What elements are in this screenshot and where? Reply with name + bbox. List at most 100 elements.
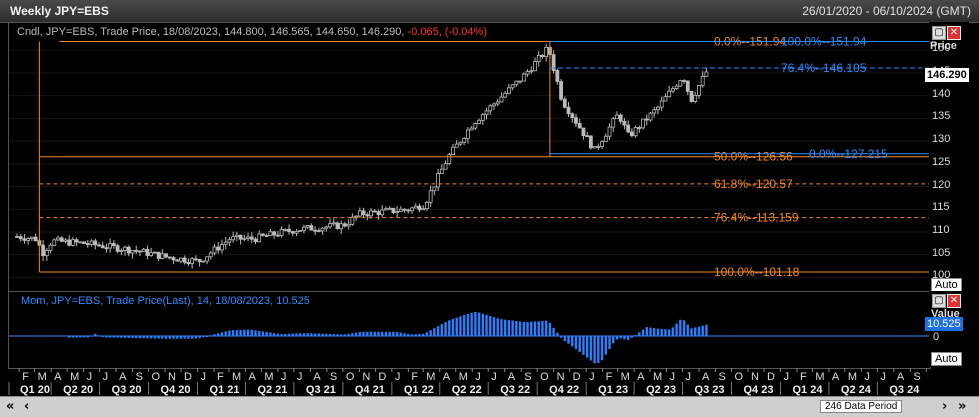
candle-body	[328, 223, 332, 228]
x-month-label: D	[767, 371, 775, 383]
auto-scale-button[interactable]: Auto	[931, 352, 962, 366]
x-quarter-label: Q2 21	[257, 384, 287, 396]
scroll-right-button[interactable]: ›	[942, 399, 948, 414]
candle-body	[249, 236, 254, 240]
price-tick-label: 150	[932, 42, 951, 55]
momentum-panel[interactable]: Mom, JPY=EBS, Trade Price(Last), 14, 18/…	[8, 291, 931, 369]
momentum-bar	[667, 329, 671, 336]
x-quarter-label: Q2 24	[841, 384, 872, 396]
candle-body	[663, 96, 668, 102]
momentum-axis[interactable]: ▢ ✕ Value 10.525 0 Auto	[925, 291, 969, 367]
x-month-label: J	[281, 371, 287, 383]
maximize-icon[interactable]: ▢	[932, 26, 946, 40]
x-month-label: M	[815, 371, 824, 383]
scroll-end-button[interactable]: »	[958, 399, 967, 414]
momentum-bar	[414, 334, 417, 336]
momentum-bar	[694, 327, 697, 336]
momentum-bar	[291, 333, 294, 336]
candle-body	[544, 47, 549, 57]
price-tick-label: 105	[932, 246, 951, 259]
x-month-label: J	[475, 371, 481, 383]
momentum-bar	[231, 330, 235, 336]
momentum-bar	[522, 321, 526, 336]
momentum-bar	[306, 333, 309, 336]
candle-body	[126, 246, 131, 254]
x-month-label: N	[168, 371, 176, 383]
candle-body	[130, 249, 135, 254]
momentum-bar	[395, 331, 399, 336]
candle-body	[693, 94, 698, 102]
momentum-bar	[492, 317, 496, 336]
candle-body	[93, 240, 98, 246]
candle-body	[208, 252, 213, 258]
momentum-bar	[597, 336, 600, 363]
candle-body	[507, 87, 511, 94]
x-quarter-label: Q4 23	[743, 384, 773, 396]
momentum-bar	[276, 333, 280, 336]
candle-body	[231, 236, 236, 241]
momentum-bar	[544, 320, 548, 336]
momentum-bar	[172, 336, 175, 339]
candle-body	[384, 208, 388, 211]
momentum-bar	[183, 336, 186, 339]
momentum-bar	[224, 331, 227, 336]
candle-body	[611, 118, 616, 128]
momentum-bar	[664, 329, 667, 336]
candle-body	[164, 253, 168, 258]
date-range: 26/01/2020 - 06/10/2024 (GMT)	[802, 4, 971, 18]
candle-body	[119, 250, 124, 252]
price-axis[interactable]: ▢ ✕ Price 150145140135130125120115110105…	[925, 22, 969, 292]
momentum-bar	[67, 336, 71, 338]
momentum-bar	[433, 328, 436, 336]
candle-body	[85, 243, 90, 246]
candle-body	[212, 246, 217, 254]
fib-right-label: 76.4%--146.105	[781, 61, 867, 75]
price-tick-label: 120	[932, 178, 951, 191]
candle-body	[253, 238, 258, 243]
candle-body	[577, 123, 582, 129]
momentum-bar	[671, 327, 675, 336]
scroll-left-button[interactable]: ‹	[24, 399, 30, 414]
x-month-label: N	[751, 371, 759, 383]
momentum-bar	[556, 332, 559, 336]
candle-body	[402, 208, 407, 211]
momentum-bar	[477, 312, 481, 336]
scroll-start-button[interactable]: «	[6, 399, 15, 414]
x-month-label: O	[540, 371, 549, 383]
auto-scale-button[interactable]: Auto	[931, 278, 962, 292]
candle-body	[562, 98, 567, 108]
candle-body	[622, 120, 627, 126]
candle-body	[41, 244, 45, 257]
candle-body	[391, 207, 396, 213]
momentum-bar	[548, 322, 552, 336]
candle-body	[678, 80, 683, 87]
maximize-icon[interactable]: ▢	[932, 294, 946, 308]
x-month-label: J	[103, 371, 109, 383]
candle-body	[566, 106, 571, 115]
momentum-bar	[686, 324, 689, 336]
close-icon[interactable]: ✕	[947, 294, 961, 308]
momentum-bar	[354, 332, 358, 336]
candle-body	[365, 214, 370, 217]
candle-body	[320, 227, 325, 232]
candle-body	[216, 246, 221, 251]
candle-body	[439, 168, 444, 174]
price-tick-label: 135	[932, 110, 951, 123]
candle-body	[503, 92, 508, 98]
candle-body	[287, 229, 291, 232]
momentum-bar	[187, 336, 190, 339]
momentum-bar	[299, 333, 302, 336]
momentum-bar	[541, 320, 544, 336]
momentum-bar	[399, 332, 403, 336]
x-month-label: M	[848, 371, 857, 383]
candle-body	[652, 109, 657, 114]
close-icon[interactable]: ✕	[947, 26, 961, 40]
price-panel[interactable]: 0.0%--151.94 50.0%--126.56 61.8%--120.57 76…	[8, 22, 931, 292]
candle-body	[313, 229, 318, 232]
momentum-bar	[213, 334, 216, 336]
momentum-bar	[198, 336, 201, 339]
momentum-bar	[705, 324, 708, 336]
momentum-bar	[582, 336, 585, 355]
x-month-label: J	[783, 371, 789, 383]
